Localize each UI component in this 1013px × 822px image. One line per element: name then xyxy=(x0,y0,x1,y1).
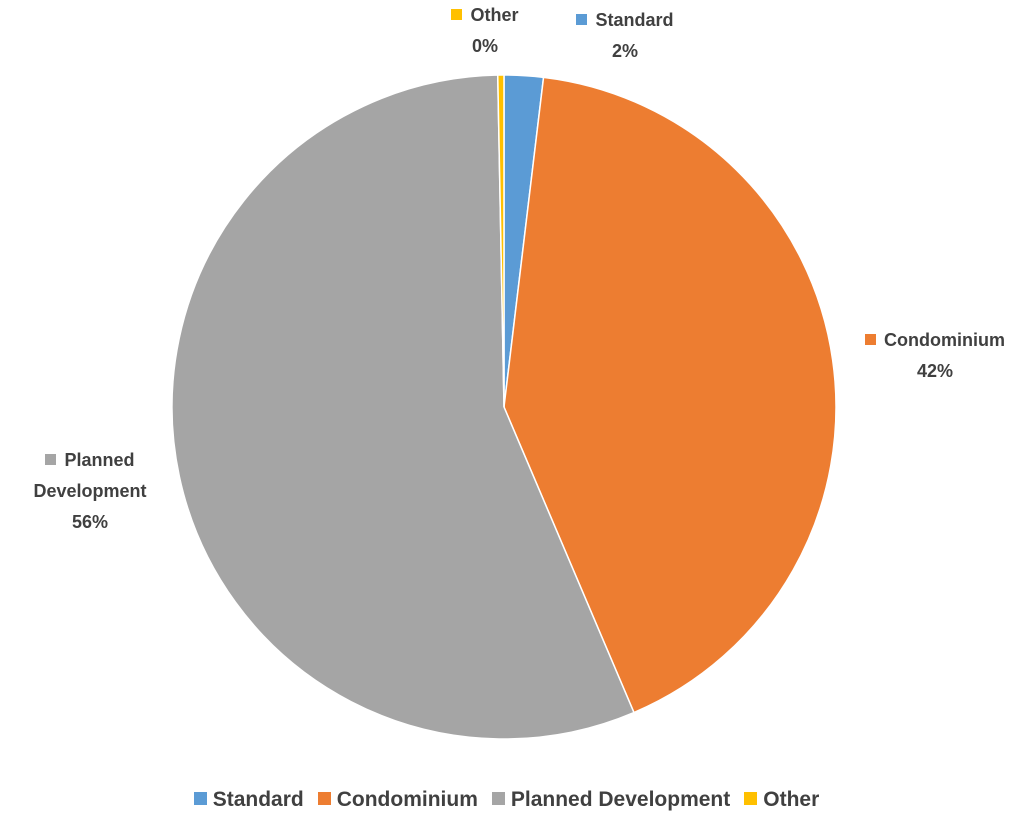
pie-slice xyxy=(503,76,837,714)
label-value: 0% xyxy=(471,36,498,56)
pie-slice xyxy=(496,74,505,408)
data-label: Standard 2% xyxy=(560,5,690,67)
label-name: Standard xyxy=(595,10,674,30)
label-name: Planned Development xyxy=(33,450,147,501)
legend-item: Other xyxy=(744,788,819,812)
legend-swatch xyxy=(491,792,505,805)
label-value: 42% xyxy=(916,361,954,381)
data-label: Planned Development 56% xyxy=(0,445,180,538)
legend-item: Standard xyxy=(193,788,304,812)
label-name: Condominium xyxy=(884,330,1005,350)
pie-slice xyxy=(171,74,635,740)
label-swatch xyxy=(451,9,463,20)
legend-label: Condominium xyxy=(336,788,478,811)
legend-swatch xyxy=(744,792,758,805)
legend-label: Standard xyxy=(212,788,304,811)
label-name: Other xyxy=(470,5,519,25)
label-value: 56% xyxy=(71,512,109,532)
legend-item: Condominium xyxy=(317,788,478,812)
label-value: 2% xyxy=(611,41,638,61)
legend-label: Other xyxy=(763,788,820,811)
legend-swatch xyxy=(193,792,207,805)
data-label: Condominium 42% xyxy=(840,325,1013,387)
data-label: Other 0% xyxy=(430,0,540,62)
legend: Standard Condominium Planned Development Ot… xyxy=(0,788,1013,812)
label-swatch xyxy=(576,14,588,25)
legend-item: Planned Development xyxy=(491,788,731,812)
label-swatch xyxy=(865,334,876,345)
legend-swatch xyxy=(317,792,331,805)
label-swatch xyxy=(45,454,57,465)
legend-label: Planned Development xyxy=(510,788,731,811)
